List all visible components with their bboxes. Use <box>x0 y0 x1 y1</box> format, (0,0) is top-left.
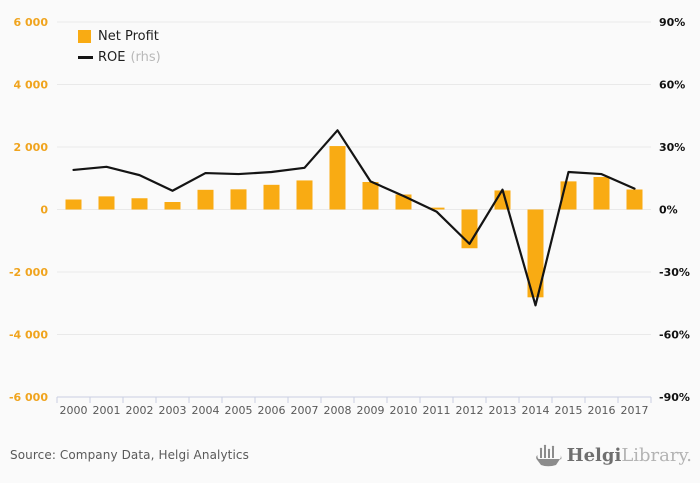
x-axis-year-label: 2015 <box>555 404 583 417</box>
net-profit-bar-2003 <box>164 202 181 210</box>
x-axis-year-label: 2003 <box>159 404 187 417</box>
x-axis-year-label: 2006 <box>258 404 286 417</box>
right-axis-tick-label: -60% <box>659 329 690 342</box>
x-axis-year-label: 2011 <box>423 404 451 417</box>
net-profit-bar-2007 <box>296 180 313 210</box>
left-axis-tick-label: -6 000 <box>9 391 48 404</box>
right-axis-tick-label: 90% <box>659 16 685 29</box>
net-profit-bar-2001 <box>98 196 115 210</box>
left-axis-tick-label: -2 000 <box>9 266 48 279</box>
net-profit-bar-2009 <box>362 182 379 210</box>
x-axis-year-label: 2014 <box>522 404 550 417</box>
net-profit-bar-2014 <box>527 209 544 298</box>
helgi-library-logo: HelgiLibrary. <box>535 442 692 468</box>
x-axis-year-label: 2002 <box>126 404 154 417</box>
legend-rhs-note: (rhs) <box>130 50 161 65</box>
legend-item-roe: ROE (rhs) <box>78 49 161 66</box>
net-profit-bar-2008 <box>329 146 346 210</box>
x-axis-year-label: 2016 <box>588 404 616 417</box>
logo-wordmark: HelgiLibrary. <box>567 445 692 466</box>
net-profit-bar-2011 <box>428 207 445 210</box>
roe-line-swatch-icon <box>78 56 93 59</box>
x-axis-year-label: 2007 <box>291 404 319 417</box>
x-axis-year-label: 2009 <box>357 404 385 417</box>
left-axis-tick-label: 6 000 <box>14 16 49 29</box>
x-axis-year-label: 2000 <box>60 404 88 417</box>
x-axis-year-label: 2008 <box>324 404 352 417</box>
right-axis-tick-label: -90% <box>659 391 690 404</box>
roe-line <box>72 129 636 307</box>
net-profit-bar-2005 <box>230 189 247 210</box>
legend-item-net-profit: Net Profit <box>78 28 161 45</box>
x-axis-year-label: 2012 <box>456 404 484 417</box>
logo-helgi: Helgi <box>566 444 622 466</box>
net-profit-bar-2006 <box>263 184 280 210</box>
x-axis-year-label: 2010 <box>390 404 418 417</box>
right-axis-tick-label: 30% <box>659 141 685 154</box>
net-profit-bar-2016 <box>593 177 610 210</box>
left-axis-tick-label: -4 000 <box>9 329 48 342</box>
net-profit-bar-2002 <box>131 198 148 210</box>
legend-label: Net Profit <box>98 29 159 44</box>
net-profit-bar-2017 <box>626 189 643 210</box>
right-axis-tick-label: -30% <box>659 266 690 279</box>
x-axis-year-label: 2001 <box>93 404 121 417</box>
source-attribution: Source: Company Data, Helgi Analytics <box>10 448 249 462</box>
left-axis-tick-label: 2 000 <box>14 141 49 154</box>
chart-canvas: 6 000 90% 4 000 60% 2 000 30% 0 0% -2 000 -30% -4 … <box>9 16 690 417</box>
x-axis-year-label: 2004 <box>192 404 220 417</box>
left-axis-tick-label: 0 <box>40 204 48 217</box>
net-profit-bar-2004 <box>197 189 214 210</box>
x-axis-year-label: 2017 <box>621 404 649 417</box>
net-profit-bar-2000 <box>65 199 82 210</box>
chart-footer: Source: Company Data, Helgi Analytics <box>0 433 700 483</box>
left-axis-tick-label: 4 000 <box>14 79 49 92</box>
legend-label: ROE <box>98 50 126 65</box>
x-axis-year-label: 2013 <box>489 404 517 417</box>
x-axis-year-label: 2005 <box>225 404 253 417</box>
right-axis-tick-label: 60% <box>659 79 685 92</box>
viking-ship-icon <box>535 444 561 467</box>
right-axis-tick-label: 0% <box>659 204 678 217</box>
logo-library: Library. <box>621 444 692 466</box>
net-profit-swatch-icon <box>78 30 91 43</box>
chart-legend: Net Profit ROE (rhs) <box>78 28 161 70</box>
